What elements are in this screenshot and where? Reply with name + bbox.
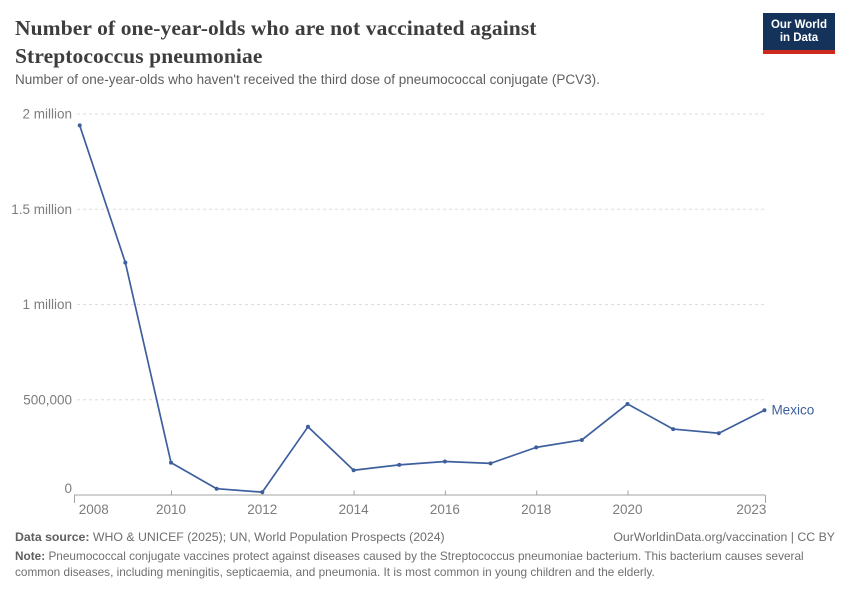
owid-url-link[interactable]: OurWorldinData.org/vaccination | CC BY [613,530,835,544]
x-tick-label: 2012 [247,502,277,517]
x-tick-label: 2008 [79,502,109,517]
note-text: Pneumococcal conjugate vaccines protect … [15,549,804,579]
data-point [671,427,676,432]
x-tick-label: 2018 [521,502,551,517]
chart-subtitle: Number of one-year-olds who haven't rece… [15,72,600,87]
y-tick-label: 2 million [22,107,72,122]
data-line [78,124,766,493]
data-point [214,486,219,491]
data-point [169,460,173,465]
entity-label: Mexico [771,403,814,418]
y-tick-label: 0 [64,481,72,496]
note-label: Note: [15,549,46,563]
x-tick-label: 2014 [339,502,370,517]
data-point [762,408,767,413]
y-tick-label: 1 million [22,297,72,312]
data-point [77,123,82,128]
data-point [534,445,539,450]
data-source-line: Data source: WHO & UNICEF (2025); UN, Wo… [15,530,445,544]
page-title: Number of one-year-olds who are not vacc… [15,16,537,68]
data-point [625,401,630,406]
x-tick-label: 2016 [430,502,460,517]
data-point [123,260,128,265]
owid-logo-line2: in Data [779,32,819,44]
data-source-text: WHO & UNICEF (2025); UN, World Populatio… [92,530,445,544]
data-point [305,424,310,429]
y-tick-label: 1.5 million [11,202,72,217]
owid-logo-line1: Our World [770,19,827,31]
x-tick-label: 2020 [612,502,642,517]
data-point [397,462,402,467]
data-point [716,431,721,436]
data-point [579,437,584,442]
data-point [442,459,447,464]
data-point [351,468,356,473]
owid-logo[interactable]: Our World in Data [762,13,835,54]
y-tick-label: 500,000 [23,392,72,407]
line-chart[interactable]: 0 500,000 1 million 1.5 million 2 million 200… [0,0,850,530]
data-point [488,461,493,466]
chart-footer: Data source: WHO & UNICEF (2025); UN, Wo… [15,530,835,580]
chart-note: Note: Pneumococcal conjugate vaccines pr… [15,549,835,580]
data-source-label: Data source: [15,530,90,544]
x-tick-label: 2010 [156,502,186,517]
x-tick-label: 2023 [736,502,766,517]
data-point [260,490,265,495]
